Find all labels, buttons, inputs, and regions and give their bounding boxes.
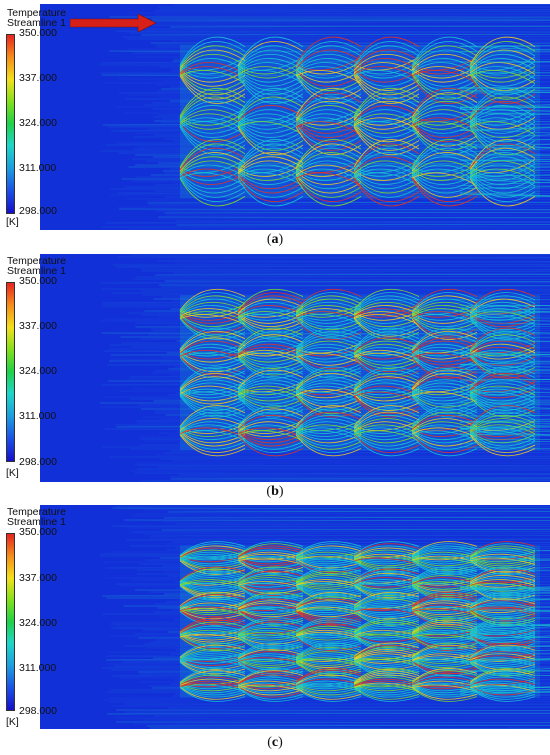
- caption-close: ): [278, 484, 284, 499]
- streamline-plot-c: [40, 505, 550, 729]
- tick-label: 324.000: [19, 117, 57, 129]
- legend-title: Temperature: [7, 7, 66, 19]
- streamline-plot-a: [40, 4, 550, 230]
- color-bar: [6, 34, 15, 214]
- fin-streamlines: [179, 288, 536, 457]
- legend-a: Temperature Streamline 1 350.000 337.000…: [0, 4, 80, 230]
- streamline-canvas-a: [40, 4, 550, 230]
- caption-open: (: [266, 232, 272, 247]
- caption-letter: b: [271, 484, 279, 499]
- fin-streamlines: [179, 36, 536, 207]
- caption-close: ): [278, 232, 284, 247]
- tick-label: 350.000: [19, 275, 57, 287]
- legend-c: Temperature Streamline 1 350.000 337.000…: [0, 505, 80, 729]
- legend-subtitle: Streamline 1: [7, 265, 66, 277]
- panel-c: Temperature Streamline 1 350.000 337.000…: [0, 503, 550, 755]
- tick-label: 311.000: [19, 162, 57, 174]
- unit-label: [K]: [6, 716, 19, 728]
- legend-title: Temperature: [7, 506, 66, 518]
- panel-a: Temperature Streamline 1 350.000 337.000…: [0, 0, 550, 250]
- caption-close: ): [278, 735, 283, 750]
- wake-streamlines: [459, 547, 550, 695]
- unit-label: [K]: [6, 216, 19, 228]
- wake-streamlines: [459, 45, 550, 198]
- tick-label: 298.000: [19, 456, 57, 468]
- caption-letter: c: [271, 735, 279, 750]
- tick-label: 337.000: [19, 72, 57, 84]
- color-bar: [6, 533, 15, 711]
- streamline-plot-b: [40, 254, 550, 482]
- legend-b: Temperature Streamline 1 350.000 337.000…: [0, 254, 80, 482]
- panel-b: Temperature Streamline 1 350.000 337.000…: [0, 252, 550, 502]
- tick-label: 324.000: [19, 617, 57, 629]
- caption-open: (: [266, 484, 272, 499]
- tick-label: 311.000: [19, 662, 57, 674]
- legend-subtitle: Streamline 1: [7, 17, 66, 29]
- streamline-canvas-c: [40, 505, 550, 729]
- legend-title: Temperature: [7, 255, 66, 267]
- caption-c: (c): [0, 735, 550, 751]
- unit-label: [K]: [6, 467, 19, 479]
- tick-label: 337.000: [19, 320, 57, 332]
- wake-streamlines: [459, 304, 550, 449]
- fin-streamlines: [179, 541, 536, 702]
- tick-label: 298.000: [19, 705, 57, 717]
- tick-label: 324.000: [19, 365, 57, 377]
- tick-label: 337.000: [19, 572, 57, 584]
- caption-b: (b): [0, 484, 550, 500]
- flow-direction-arrow-icon: [70, 14, 157, 32]
- tick-label: 298.000: [19, 205, 57, 217]
- tick-label: 350.000: [19, 526, 57, 538]
- caption-letter: a: [271, 232, 279, 247]
- caption-open: (: [267, 735, 272, 750]
- color-bar: [6, 282, 15, 462]
- legend-subtitle: Streamline 1: [7, 516, 66, 528]
- tick-label: 350.000: [19, 27, 57, 39]
- streamline-canvas-b: [40, 254, 550, 482]
- caption-a: (a): [0, 232, 550, 248]
- tick-label: 311.000: [19, 410, 57, 422]
